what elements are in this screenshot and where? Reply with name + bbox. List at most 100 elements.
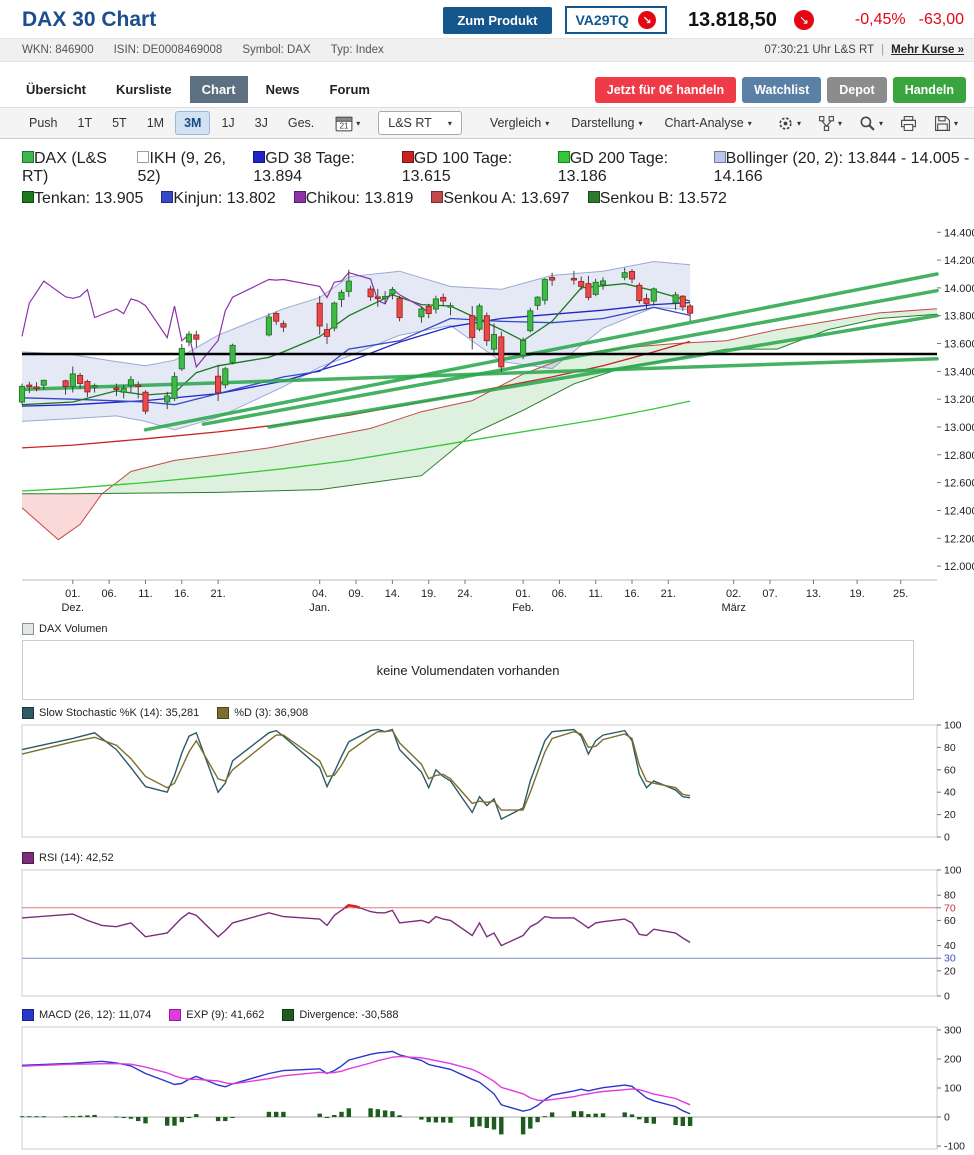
main-legend-item: Tenkan: 13.905 bbox=[22, 190, 143, 208]
zum-produkt-button[interactable]: Zum Produkt bbox=[443, 6, 552, 34]
svg-text:16.: 16. bbox=[624, 588, 639, 600]
depot-button[interactable]: Depot bbox=[827, 76, 887, 103]
svg-text:60: 60 bbox=[944, 764, 956, 776]
range-push[interactable]: Push bbox=[29, 116, 58, 130]
legend-swatch bbox=[587, 191, 600, 203]
print-icon bbox=[901, 115, 916, 131]
svg-text:09.: 09. bbox=[348, 588, 363, 600]
legend-label: IKH (9, 26, 52) bbox=[137, 150, 226, 185]
svg-text:60: 60 bbox=[944, 915, 956, 927]
legend-swatch bbox=[713, 151, 726, 163]
rsi-legend-item: RSI (14): 42,52 bbox=[22, 852, 114, 864]
stochastic-chart[interactable]: 100 80 60 40 20 0 bbox=[0, 721, 974, 845]
volume-empty-message: keine Volumendaten vorhanden bbox=[376, 662, 560, 678]
svg-text:21.: 21. bbox=[210, 588, 225, 600]
isin-label: ISIN: DE0008469008 bbox=[113, 44, 223, 56]
header: DAX 30 Chart Zum Produkt VA29TQ ↘ 13.818… bbox=[0, 0, 974, 38]
range-5t[interactable]: 5T bbox=[112, 116, 127, 130]
volume-legend-item: DAX Volumen bbox=[22, 623, 107, 635]
svg-text:März: März bbox=[721, 602, 745, 614]
menu-darstellung[interactable]: Darstellung ▾ bbox=[571, 116, 642, 130]
range-3j[interactable]: 3J bbox=[254, 116, 268, 130]
gear-button[interactable]: ▾ bbox=[775, 113, 803, 134]
caret-down-icon: ▾ bbox=[545, 118, 550, 128]
stochastic-legend: Slow Stochastic %K (14): 35,281 %D (3): 3… bbox=[0, 703, 974, 721]
menu-vergleich[interactable]: Vergleich ▾ bbox=[490, 116, 549, 130]
svg-text:14.: 14. bbox=[385, 588, 400, 600]
volume-label: DAX Volumen bbox=[39, 623, 108, 635]
legend-label: Chikou: 13.819 bbox=[305, 190, 414, 207]
mehr-kurse-link[interactable]: Mehr Kurse » bbox=[891, 44, 964, 56]
tab-chart[interactable]: Chart bbox=[189, 76, 248, 103]
svg-text:Dez.: Dez. bbox=[61, 602, 84, 614]
range-1t[interactable]: 1T bbox=[77, 116, 93, 130]
save-icon bbox=[935, 115, 950, 131]
caret-down-icon: ▾ bbox=[796, 118, 801, 128]
jetzt-fuer-0-handeln-button[interactable]: Jetzt für 0€ handeln bbox=[594, 76, 737, 103]
indicators-button[interactable]: ▾ bbox=[816, 113, 844, 134]
change-percent: -0,45% bbox=[854, 11, 906, 28]
handeln-button[interactable]: Handeln bbox=[892, 76, 966, 103]
tab-news[interactable]: News bbox=[265, 82, 300, 97]
feed-select[interactable]: L&S RT ▾ bbox=[378, 111, 462, 135]
legend-label: GD 200 Tage: 13.186 bbox=[557, 150, 669, 185]
watchlist-button[interactable]: Watchlist bbox=[742, 76, 822, 103]
annotation-layer bbox=[20, 272, 939, 432]
legend-swatch bbox=[253, 151, 266, 163]
macd-panel: MACD (26, 12): 11,074 EXP (9): 41,662 Dive… bbox=[0, 1005, 974, 1155]
svg-text:0: 0 bbox=[944, 832, 950, 844]
svg-text:11.: 11. bbox=[138, 588, 152, 600]
legend-swatch bbox=[137, 151, 150, 163]
legend-swatch bbox=[293, 191, 306, 203]
menu-chart-analyse[interactable]: Chart-Analyse ▾ bbox=[665, 116, 752, 130]
instrument-infobar: WKN: 846900 ISIN: DE0008469008 Symbol: D… bbox=[0, 38, 974, 62]
main-legend-item: Chikou: 13.819 bbox=[293, 190, 414, 208]
zoom-button[interactable]: ▾ bbox=[857, 113, 885, 134]
range-1m[interactable]: 1M bbox=[146, 116, 165, 130]
svg-text:07.: 07. bbox=[762, 588, 777, 600]
svg-text:14.000: 14.000 bbox=[944, 283, 974, 295]
svg-text:0: 0 bbox=[944, 991, 950, 1003]
legend-label: EXP (9): 41,662 bbox=[186, 1009, 265, 1021]
legend-swatch bbox=[22, 151, 34, 163]
main-price-chart[interactable]: 14.40014.20014.00013.80013.60013.40013.2… bbox=[0, 210, 974, 616]
save-button[interactable]: ▾ bbox=[932, 113, 960, 134]
svg-text:13.600: 13.600 bbox=[944, 339, 974, 351]
legend-label: Kinjun: 13.802 bbox=[173, 190, 276, 207]
svg-text:100: 100 bbox=[944, 1083, 962, 1095]
svg-text:01.: 01. bbox=[65, 588, 80, 600]
range-3m[interactable]: 3M bbox=[175, 111, 211, 135]
legend-swatch bbox=[557, 151, 570, 163]
svg-text:16.: 16. bbox=[174, 588, 189, 600]
legend-label: Senkou A: 13.697 bbox=[443, 190, 570, 207]
tab-kursliste[interactable]: Kursliste bbox=[115, 82, 172, 97]
separator: | bbox=[881, 44, 885, 56]
print-button[interactable] bbox=[898, 113, 919, 134]
legend-label: RSI (14): 42,52 bbox=[39, 852, 114, 864]
product-code-box[interactable]: VA29TQ ↘ bbox=[564, 6, 667, 34]
tab-uebersicht[interactable]: Übersicht bbox=[26, 82, 86, 97]
svg-text:25.: 25. bbox=[893, 588, 908, 600]
legend-swatch bbox=[22, 191, 34, 203]
macd-chart[interactable]: 300 200 100 0 -100 bbox=[0, 1023, 974, 1155]
candlestick-layer bbox=[18, 267, 694, 415]
svg-text:14.200: 14.200 bbox=[944, 255, 974, 267]
calendar-button[interactable]: 21 ▾ bbox=[333, 113, 362, 134]
legend-label: Slow Stochastic %K (14): 35,281 bbox=[39, 707, 200, 719]
svg-text:19.: 19. bbox=[849, 588, 864, 600]
rsi-panel: RSI (14): 42,52 100 80 70 60 40 30 20 0 bbox=[0, 848, 974, 1002]
svg-text:21.: 21. bbox=[661, 588, 676, 600]
svg-text:20: 20 bbox=[944, 965, 956, 977]
range-ges[interactable]: Ges. bbox=[287, 116, 315, 130]
legend-label: %D (3): 36,908 bbox=[234, 707, 309, 719]
svg-text:Jan.: Jan. bbox=[309, 602, 330, 614]
header-quote-area: Zum Produkt VA29TQ ↘ 13.818,50 ↘ -0,45% … bbox=[443, 6, 964, 34]
page-title: DAX 30 Chart bbox=[22, 8, 157, 31]
axis-layer: 14.40014.20014.00013.80013.60013.40013.2… bbox=[22, 227, 974, 614]
indicators-icon bbox=[819, 115, 834, 131]
tab-forum[interactable]: Forum bbox=[329, 82, 370, 97]
product-code: VA29TQ bbox=[575, 12, 629, 28]
range-1j[interactable]: 1J bbox=[221, 116, 235, 130]
